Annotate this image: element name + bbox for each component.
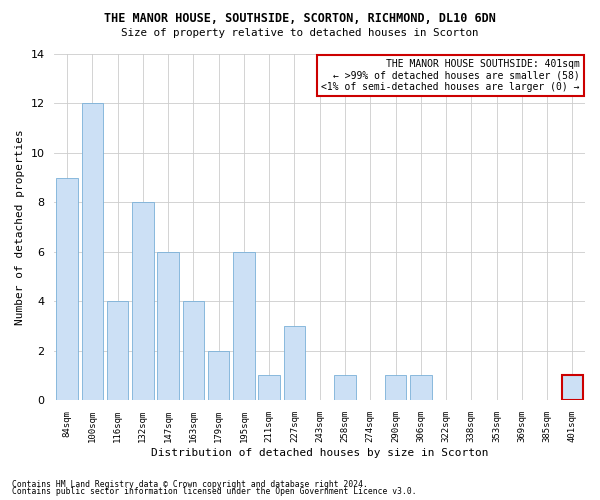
Text: Size of property relative to detached houses in Scorton: Size of property relative to detached ho… bbox=[121, 28, 479, 38]
Bar bbox=[182, 301, 204, 400]
Bar bbox=[157, 252, 179, 400]
Text: THE MANOR HOUSE SOUTHSIDE: 401sqm
← >99% of detached houses are smaller (58)
<1%: THE MANOR HOUSE SOUTHSIDE: 401sqm ← >99%… bbox=[321, 59, 580, 92]
Bar bbox=[259, 376, 280, 400]
Bar bbox=[410, 376, 431, 400]
Bar bbox=[208, 350, 229, 400]
Bar bbox=[562, 376, 583, 400]
Bar bbox=[132, 202, 154, 400]
Bar bbox=[82, 104, 103, 400]
Bar bbox=[385, 376, 406, 400]
Y-axis label: Number of detached properties: Number of detached properties bbox=[15, 129, 25, 325]
X-axis label: Distribution of detached houses by size in Scorton: Distribution of detached houses by size … bbox=[151, 448, 488, 458]
Bar bbox=[334, 376, 356, 400]
Text: Contains public sector information licensed under the Open Government Licence v3: Contains public sector information licen… bbox=[12, 488, 416, 496]
Bar bbox=[107, 301, 128, 400]
Bar bbox=[56, 178, 78, 400]
Bar bbox=[233, 252, 254, 400]
Text: Contains HM Land Registry data © Crown copyright and database right 2024.: Contains HM Land Registry data © Crown c… bbox=[12, 480, 368, 489]
Text: THE MANOR HOUSE, SOUTHSIDE, SCORTON, RICHMOND, DL10 6DN: THE MANOR HOUSE, SOUTHSIDE, SCORTON, RIC… bbox=[104, 12, 496, 26]
Bar bbox=[284, 326, 305, 400]
